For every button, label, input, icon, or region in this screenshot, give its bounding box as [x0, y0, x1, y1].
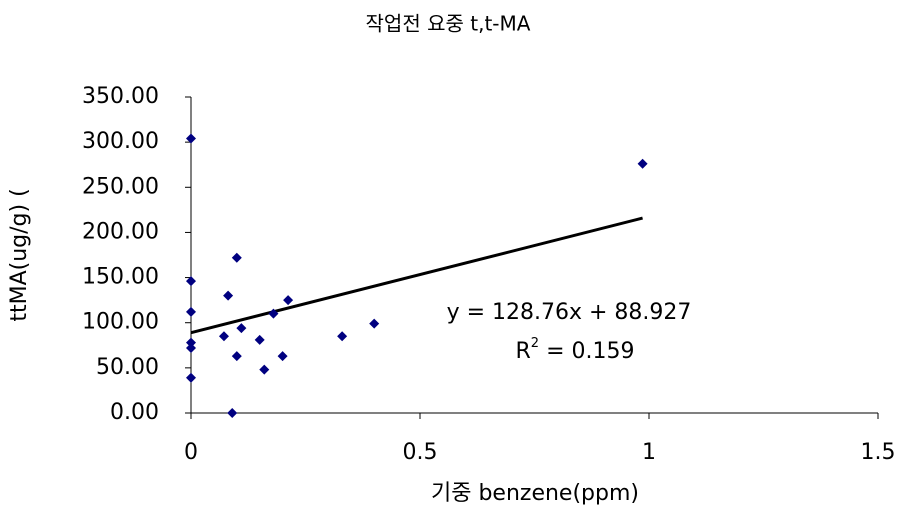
point — [186, 306, 196, 317]
y-axis-label: ttMA(ug/g) ( — [7, 188, 32, 321]
y-tick-label: 300.00 — [82, 129, 159, 154]
point — [268, 308, 279, 319]
r2-base: R — [516, 339, 531, 364]
point — [218, 331, 229, 342]
point — [337, 331, 348, 342]
y-tick-label: 0.00 — [110, 400, 159, 425]
point — [186, 276, 196, 287]
point — [223, 290, 234, 301]
chart-title: 작업전 요중 t,t-MA — [366, 12, 531, 36]
trendline — [190, 216, 643, 335]
point — [259, 364, 270, 375]
x-tick-label: 1.5 — [861, 440, 896, 465]
point — [231, 252, 242, 263]
point — [236, 323, 247, 334]
y-tick-label: 100.00 — [82, 310, 159, 335]
r-squared: R2 = 0.159 — [516, 336, 635, 365]
x-axis-label: 기중 benzene(ppm) — [431, 481, 639, 506]
point — [369, 318, 380, 329]
y-tick-label: 250.00 — [82, 174, 159, 199]
point — [254, 334, 265, 345]
x-tick-label: 0.5 — [403, 440, 438, 465]
point — [186, 337, 196, 348]
y-tick-label: 350.00 — [82, 84, 159, 109]
r2-rest: = 0.159 — [539, 339, 634, 364]
trend-equation: y = 128.76x + 88.927 — [447, 300, 692, 325]
x-tick-label: 0 — [184, 440, 198, 465]
point — [227, 408, 238, 418]
y-tick-label: 50.00 — [96, 355, 159, 380]
y-tick-label: 200.00 — [82, 219, 159, 244]
point — [277, 351, 288, 362]
x-tick-label: 1 — [642, 440, 656, 465]
point — [186, 372, 196, 383]
point — [186, 133, 196, 144]
y-tick-label: 150.00 — [82, 265, 159, 290]
r2-sup: 2 — [531, 336, 539, 351]
point — [186, 342, 196, 353]
point — [283, 295, 294, 306]
point — [637, 158, 648, 169]
point — [231, 351, 242, 362]
